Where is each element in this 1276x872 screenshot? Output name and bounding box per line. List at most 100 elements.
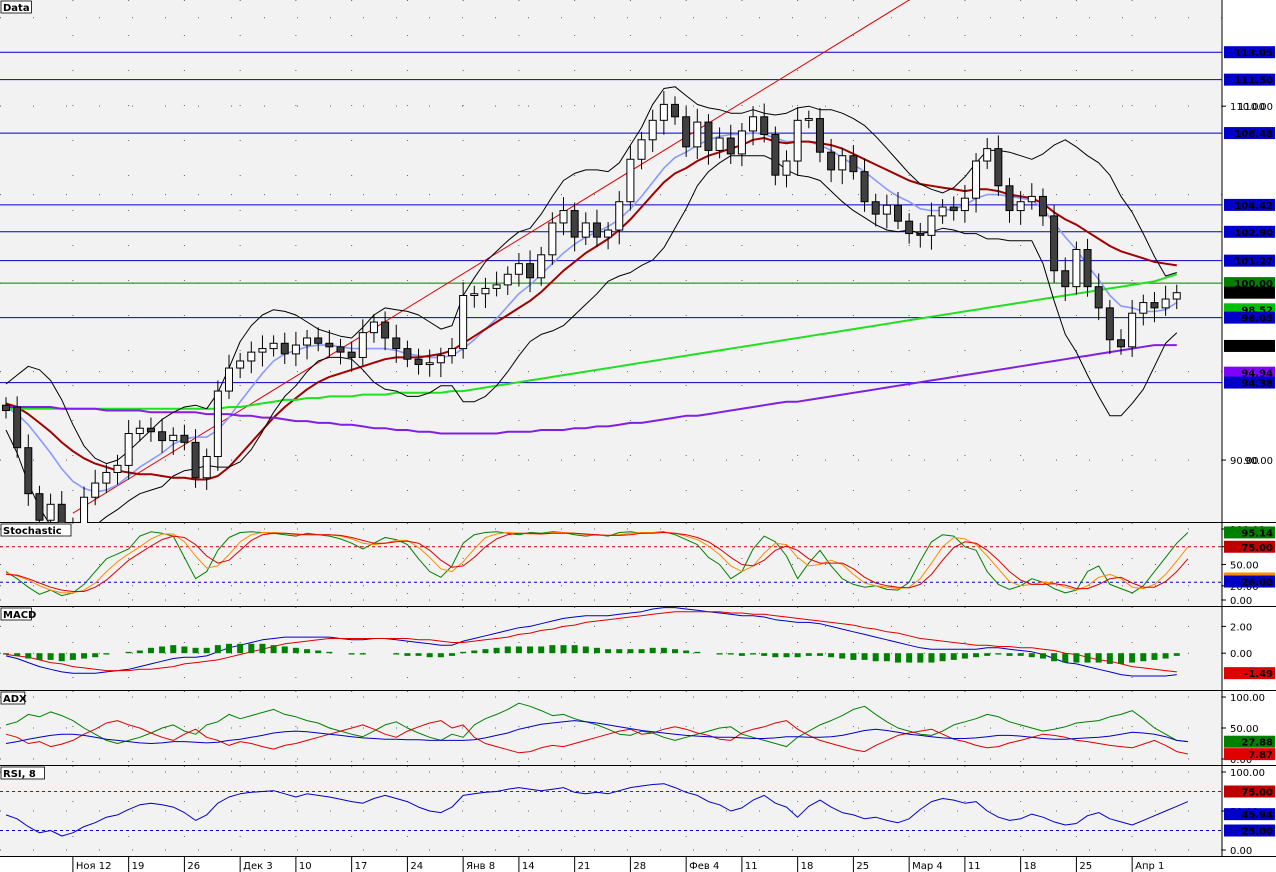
candle-body [492, 284, 501, 289]
x-tick-label: 26 [187, 861, 200, 872]
histogram-bar [582, 646, 589, 654]
value-tag-label: 98.52 [1241, 305, 1273, 316]
candle-body [1128, 312, 1137, 348]
price-series-ema [5, 137, 1177, 481]
histogram-bar [627, 649, 634, 654]
candle-body [905, 220, 914, 235]
value-tag [1224, 198, 1275, 211]
candle-body [470, 293, 479, 297]
histogram-bar [515, 646, 522, 654]
histogram-bar [906, 653, 913, 663]
histogram-bar [315, 650, 322, 654]
candle-body [1016, 201, 1025, 212]
histogram-bar [738, 653, 745, 656]
candle-body [804, 118, 813, 121]
candle-body [1050, 215, 1059, 272]
panel-title: ADX [3, 694, 27, 705]
value-tag [1224, 376, 1275, 389]
candle-body [1139, 302, 1148, 314]
y-tick-label: 50.00 [1230, 724, 1259, 735]
histogram-bar [1106, 653, 1113, 664]
histogram-bar [727, 653, 734, 655]
stochastic-series-d [5, 532, 1189, 594]
panel-plot-area [0, 691, 1222, 765]
histogram-bar [716, 653, 723, 655]
histogram-bar [805, 653, 812, 656]
candle-body [381, 321, 390, 339]
histogram-bar [237, 643, 244, 654]
value-tag-label: 94.94 [1241, 369, 1273, 380]
candle-body [169, 434, 178, 442]
candle-body [726, 137, 735, 155]
candle-body [247, 351, 256, 362]
x-tick-label: 14 [522, 861, 535, 872]
histogram-bar [1073, 653, 1080, 663]
candle-body [481, 287, 490, 295]
value-tag [1224, 824, 1275, 837]
histogram-bar [883, 653, 890, 662]
histogram-bar [292, 647, 299, 654]
candle-body [91, 482, 100, 498]
candle-body [693, 121, 702, 148]
histogram-bar [136, 650, 143, 654]
value-tag [1224, 748, 1275, 761]
candle-body [737, 130, 746, 155]
y-tick-label: 0.00 [1230, 846, 1252, 857]
candle-body [871, 201, 880, 215]
candle-body [815, 118, 824, 153]
candle-body [403, 348, 412, 360]
candle-body [704, 121, 713, 151]
panel-title: MACD [3, 610, 36, 621]
candle-body [994, 148, 1003, 187]
candle-body [358, 332, 367, 358]
histogram-bar [359, 653, 366, 655]
candle-body [202, 456, 211, 479]
candle-body [213, 390, 222, 458]
histogram-bar [1039, 653, 1046, 659]
histogram-bar [259, 643, 266, 654]
x-axis-area [0, 857, 1276, 872]
panel-title: RSI, 8 [3, 769, 36, 780]
histogram-bar [1140, 653, 1147, 662]
macd-series-signal [5, 611, 1177, 673]
candle-body [537, 254, 546, 279]
candle-body [392, 337, 401, 350]
histogram-bar [248, 643, 255, 654]
candle-body [1172, 292, 1181, 300]
histogram-bar [1173, 653, 1180, 656]
candle-body [1061, 270, 1070, 288]
histogram-bar [203, 647, 210, 654]
histogram-bar [471, 650, 478, 654]
histogram-bar [928, 653, 935, 663]
candle-body [526, 263, 535, 279]
candle-body [258, 348, 267, 353]
value-tag-label: 26.00 [1241, 578, 1273, 589]
candle-body [113, 464, 122, 473]
histogram-bar [605, 649, 612, 654]
histogram-bar [1162, 653, 1169, 659]
histogram-bar [1028, 653, 1035, 658]
candle-body [24, 447, 33, 495]
x-tick-label: Апр 1 [1135, 861, 1164, 872]
x-tick-label: 17 [355, 861, 368, 872]
histogram-bar [750, 653, 757, 655]
value-tag [1224, 785, 1275, 798]
histogram-bar [1017, 653, 1024, 656]
x-tick-label: Янв 8 [466, 861, 495, 872]
candles [2, 91, 1181, 549]
histogram-bar [437, 653, 444, 658]
histogram-bar [14, 653, 21, 656]
y-tick-label: 50.00 [1230, 561, 1259, 572]
candle-body [760, 116, 769, 135]
value-tag [1224, 286, 1275, 299]
histogram-bar [103, 653, 110, 655]
histogram-bar [794, 653, 801, 658]
histogram-bar [482, 649, 489, 654]
candle-body [637, 139, 646, 160]
histogram-bar [571, 645, 578, 654]
candle-body [1117, 339, 1125, 348]
value-tag-label: 95.14 [1241, 528, 1273, 539]
histogram-bar [214, 645, 221, 654]
candle-body [102, 471, 111, 484]
